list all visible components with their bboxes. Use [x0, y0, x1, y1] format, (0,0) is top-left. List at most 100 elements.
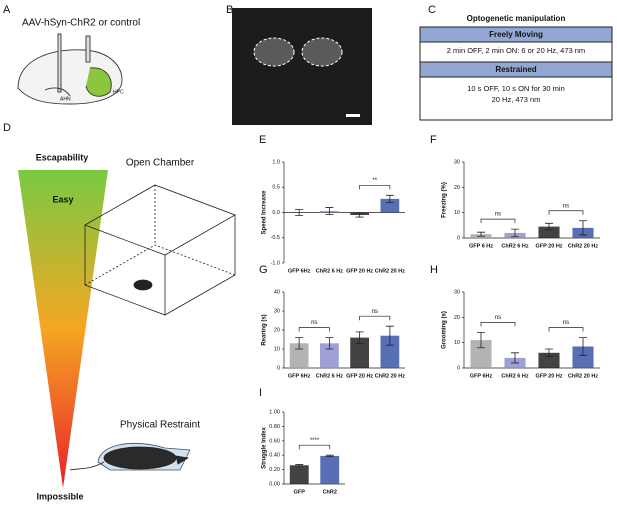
- bar: [319, 343, 339, 368]
- y-tick-label: 0.80: [269, 424, 280, 430]
- gradient-bottom: Impossible: [36, 491, 83, 501]
- y-tick-label: 1.0: [272, 159, 280, 165]
- section-header: [419, 61, 613, 78]
- x-tick-label: GFP 6Hz: [470, 373, 493, 379]
- x-tick-label: GFP 20 Hz: [346, 268, 373, 274]
- x-tick-label: GFP 6Hz: [288, 268, 311, 274]
- y-tick-label: 20: [454, 185, 460, 191]
- significance-bracket: [548, 327, 584, 332]
- y-tick-label: 20: [454, 315, 460, 321]
- bar: [380, 335, 400, 368]
- histology-image: [232, 8, 372, 125]
- significance-bracket: [298, 327, 330, 332]
- panel-letter: F: [430, 134, 437, 146]
- y-tick-label: 0.40: [269, 453, 280, 459]
- error-bar: [545, 222, 553, 231]
- y-tick-label: 0: [457, 365, 460, 371]
- x-tick-label: GFP 6Hz: [288, 373, 311, 379]
- y-axis-label: Freezing (%): [442, 182, 448, 218]
- bar: [320, 455, 340, 484]
- significance-label: ns: [495, 212, 501, 218]
- y-axis-label: Struggle Index: [262, 427, 268, 469]
- error-bar: [295, 209, 304, 216]
- bar: [470, 340, 492, 368]
- significance-bracket: [359, 184, 391, 190]
- error-bar: [325, 207, 334, 215]
- x-tick-label: ChR2 20 Hz: [375, 268, 406, 274]
- escapability-gradient: [18, 170, 108, 488]
- significance-label: **: [372, 178, 377, 184]
- protocol-text: 2 min OFF, 2 min ON: 6 or 20 Hz, 473 nm: [447, 46, 585, 55]
- y-axis-label: Grooming (s): [442, 311, 448, 349]
- scale-bar: [346, 114, 360, 117]
- x-tick-label: GFP 20 Hz: [535, 373, 562, 379]
- x-tick-label: GFP 20 Hz: [346, 373, 373, 379]
- significance-bracket: [480, 322, 516, 327]
- error-bar: [295, 464, 304, 467]
- significance-bracket: [480, 218, 516, 224]
- section-title: Restrained: [495, 65, 536, 74]
- x-tick-label: ChR2 6 Hz: [316, 268, 343, 274]
- y-tick-label: 0.5: [272, 185, 280, 191]
- error-bar: [545, 348, 553, 357]
- x-tick-label: GFP: [294, 489, 306, 495]
- y-tick-label: 20: [274, 327, 280, 333]
- fiber-site: [301, 37, 343, 67]
- injection-label: AAV-hSyn-ChR2 or control: [22, 18, 140, 29]
- y-tick-label: 30: [454, 289, 460, 295]
- y-tick-label: 10: [274, 346, 280, 352]
- y-tick-label: 10: [454, 340, 460, 346]
- significance-label: ns: [495, 315, 501, 321]
- error-bar: [325, 337, 334, 350]
- y-tick-label: -0.5: [271, 235, 280, 241]
- y-tick-label: 0.0: [272, 210, 280, 216]
- section-header: [419, 26, 613, 43]
- region-label: HPC: [113, 89, 124, 95]
- panel-letter: H: [430, 264, 438, 276]
- error-bar: [355, 331, 364, 344]
- error-bar: [477, 231, 485, 237]
- error-bar: [355, 212, 364, 218]
- panel-letter: G: [259, 264, 268, 276]
- y-tick-label: 0: [457, 235, 460, 241]
- bar: [538, 226, 560, 238]
- x-tick-label: ChR2: [323, 489, 337, 495]
- brain-schematic: [17, 33, 123, 105]
- error-bar: [511, 228, 519, 238]
- protocol-text: 10 s OFF, 10 s ON for 30 min: [467, 84, 565, 93]
- significance-label: ns: [311, 320, 317, 326]
- bar: [572, 346, 594, 368]
- significance-bracket: [298, 444, 331, 450]
- error-bar: [511, 352, 519, 364]
- bar: [350, 337, 370, 368]
- y-tick-label: 10: [454, 210, 460, 216]
- restrained-mouse: [69, 443, 191, 471]
- y-tick-label: 40: [274, 289, 280, 295]
- significance-label: ns: [563, 203, 569, 209]
- significance-label: ns: [563, 320, 569, 326]
- error-bar: [579, 337, 587, 356]
- y-tick-label: 1.00: [269, 409, 280, 415]
- panel-letter: A: [3, 4, 11, 16]
- protocol-title: Optogenetic manipulation: [467, 14, 566, 23]
- y-tick-label: -1.0: [271, 260, 280, 266]
- panel-letter: D: [3, 122, 11, 134]
- region-label: AHN: [60, 96, 71, 102]
- x-tick-label: ChR2 6 Hz: [501, 243, 528, 249]
- section-title: Freely Moving: [489, 30, 543, 39]
- y-axis-label: Rearing (s): [262, 314, 268, 345]
- y-tick-label: 30: [274, 308, 280, 314]
- x-tick-label: GFP 6 Hz: [469, 243, 493, 249]
- protocol-text: 20 Hz, 473 nm: [492, 95, 541, 104]
- x-tick-label: GFP 20 Hz: [535, 243, 562, 249]
- condition-label: Open Chamber: [126, 158, 195, 169]
- panel-letter: E: [259, 134, 266, 146]
- panel-letter: I: [259, 387, 262, 399]
- y-tick-label: 0: [277, 365, 280, 371]
- x-tick-label: ChR2 6 Hz: [316, 373, 343, 379]
- significance-label: ns: [372, 309, 378, 315]
- bar: [289, 465, 309, 484]
- error-bar: [325, 454, 334, 458]
- gradient-top: Easy: [52, 194, 73, 204]
